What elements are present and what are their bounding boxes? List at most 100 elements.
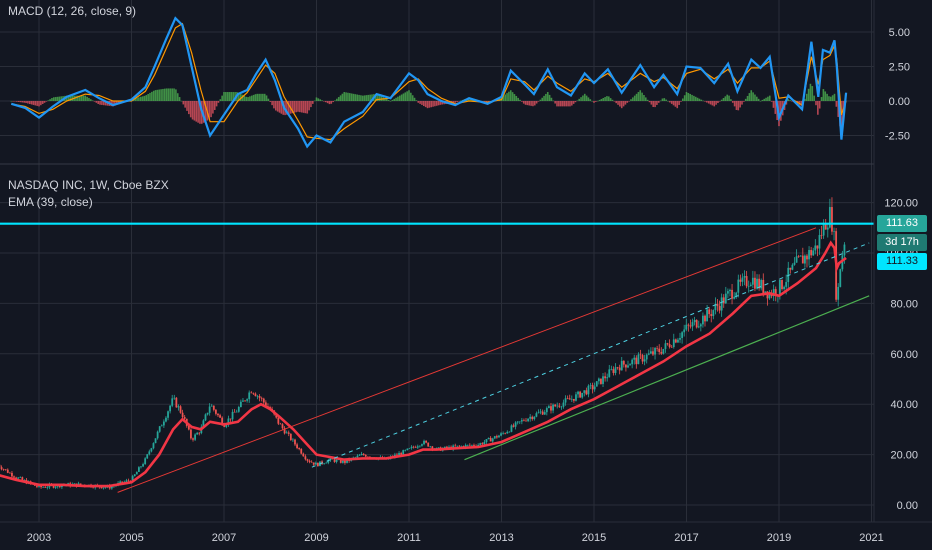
- macd-legend[interactable]: MACD (12, 26, close, 9): [8, 4, 137, 18]
- macd-histogram-bar: [241, 94, 244, 101]
- candle-body: [733, 296, 736, 299]
- macd-histogram-bar: [345, 92, 347, 101]
- macd-histogram-bar: [247, 97, 249, 101]
- candle-body: [799, 255, 802, 257]
- candle-body: [706, 309, 708, 322]
- macd-histogram-bar: [387, 100, 390, 101]
- time-tick-label: 2007: [212, 532, 236, 544]
- macd-histogram-bar: [350, 93, 353, 101]
- macd-histogram-bar: [160, 89, 162, 101]
- macd-histogram-bar: [299, 101, 301, 113]
- macd-histogram-bar: [45, 101, 48, 102]
- candle-body: [558, 405, 561, 407]
- candle-body: [687, 324, 690, 326]
- macd-histogram-bar: [212, 101, 214, 114]
- macd-histogram-bar: [365, 95, 368, 101]
- macd-histogram-bar: [482, 101, 484, 102]
- macd-histogram-bar: [656, 101, 658, 105]
- macd-histogram-bar: [415, 100, 418, 101]
- macd-histogram-bar: [275, 101, 277, 111]
- candle-body: [121, 481, 124, 484]
- macd-histogram-bar: [615, 101, 617, 104]
- candle-body: [779, 279, 781, 296]
- macd-histogram-bar: [513, 94, 516, 101]
- time-tick-label: 2013: [489, 532, 513, 544]
- candle-body: [649, 351, 652, 354]
- candle-body: [156, 431, 159, 439]
- macd-histogram-bar: [99, 101, 101, 105]
- candle-body: [362, 453, 365, 455]
- candle-body: [712, 310, 715, 317]
- macd-histogram-bar: [10, 101, 13, 102]
- candle-body: [40, 485, 42, 488]
- macd-histogram-bar: [456, 101, 458, 103]
- macd-histogram-bar: [611, 99, 614, 101]
- ema-legend[interactable]: EMA (39, close): [8, 195, 93, 209]
- macd-histogram-bar: [38, 101, 40, 107]
- candle-body: [364, 454, 367, 457]
- candle-body: [325, 462, 328, 464]
- candle-body: [597, 378, 600, 382]
- macd-histogram-bar: [576, 100, 579, 102]
- macd-histogram: [10, 83, 847, 129]
- candle-body: [285, 432, 288, 434]
- candle-body: [210, 405, 213, 407]
- macd-histogram-bar: [197, 101, 199, 123]
- macd-histogram-bar: [750, 90, 753, 101]
- candle-body: [366, 456, 369, 458]
- macd-histogram-bar: [535, 101, 538, 104]
- candle-body: [246, 399, 249, 401]
- macd-histogram-bar: [371, 94, 373, 101]
- macd-histogram-bar: [563, 101, 566, 107]
- macd-histogram-bar: [341, 93, 344, 101]
- macd-histogram-bar: [448, 101, 451, 104]
- macd-histogram-bar: [826, 93, 828, 101]
- candle-body: [187, 425, 190, 430]
- macd-histogram-bar: [152, 90, 155, 101]
- macd-histogram-bar: [178, 97, 181, 101]
- macd-histogram-bar: [313, 100, 316, 102]
- candle-body: [579, 391, 582, 398]
- macd-histogram-bar: [565, 101, 568, 107]
- candle-body: [142, 464, 144, 467]
- macd-histogram-bar: [554, 101, 556, 104]
- candle-body: [743, 276, 746, 278]
- macd-histogram-bar: [730, 99, 732, 101]
- candle-body: [668, 344, 671, 347]
- candle-body: [175, 397, 178, 408]
- candle-body: [158, 426, 161, 432]
- candle-body: [133, 474, 136, 477]
- macd-histogram-bar: [441, 101, 444, 105]
- candle-body: [215, 409, 217, 414]
- macd-histogram-bar: [715, 101, 717, 105]
- macd-histogram-bar: [458, 101, 460, 102]
- macd-histogram-bar: [102, 101, 105, 106]
- candle-body: [631, 359, 634, 365]
- candle-body: [537, 412, 540, 414]
- price-tick-label: 0.00: [897, 500, 918, 512]
- candle-body: [749, 284, 752, 287]
- candle-body: [731, 289, 733, 299]
- candle-body: [160, 425, 163, 427]
- macd-histogram-bar: [824, 91, 827, 101]
- macd-histogram-bar: [86, 96, 88, 101]
- candle-body: [466, 444, 469, 446]
- candle-body: [312, 462, 315, 465]
- candle-body: [275, 414, 278, 418]
- price-tick-label: 60.00: [890, 349, 918, 361]
- price-tick-label: 40.00: [890, 399, 918, 411]
- macd-histogram-bar: [633, 95, 636, 101]
- macd-histogram-bar: [326, 101, 329, 104]
- candle-body: [8, 472, 11, 474]
- candle-body: [167, 411, 169, 418]
- macd-histogram-bar: [704, 101, 706, 102]
- macd-histogram-bar: [759, 101, 762, 102]
- macd-histogram-bar: [363, 95, 366, 101]
- symbol-legend[interactable]: NASDAQ INC, 1W, Cboe BZX: [8, 178, 169, 192]
- candle-body: [831, 207, 833, 232]
- macd-histogram-bar: [606, 96, 608, 101]
- candle-body: [446, 446, 448, 449]
- macd-histogram-bar: [239, 93, 242, 101]
- candle-body: [208, 406, 211, 413]
